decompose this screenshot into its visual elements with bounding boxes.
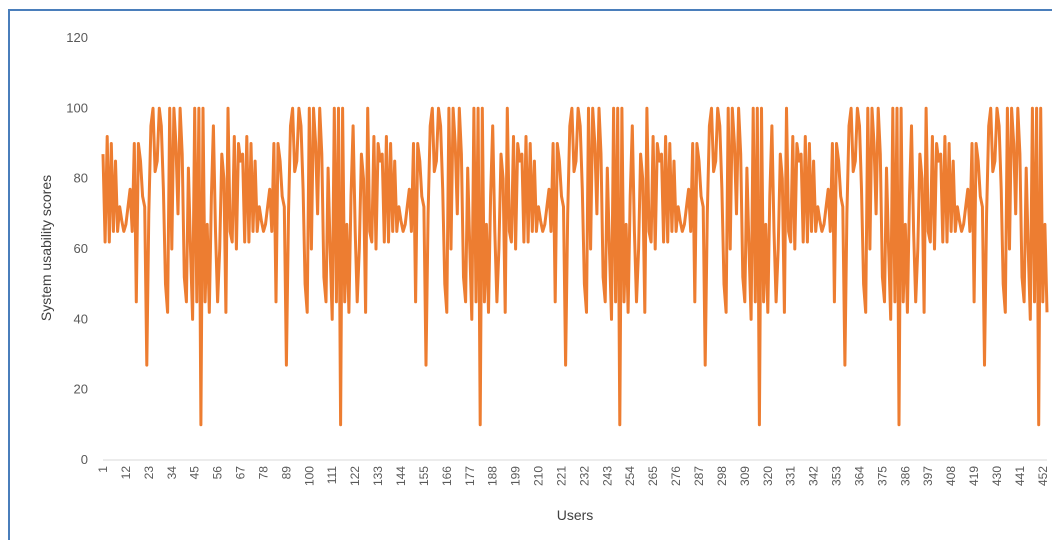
x-tick-label: 155 <box>417 466 431 486</box>
x-tick-label: 331 <box>784 466 798 486</box>
x-tick-label: 210 <box>532 466 546 486</box>
x-tick-label: 254 <box>623 466 637 486</box>
x-tick-label: 353 <box>830 466 844 486</box>
x-tick-label: 243 <box>600 466 614 486</box>
x-tick-label: 375 <box>875 466 889 486</box>
x-tick-label: 309 <box>738 466 752 486</box>
y-tick-label: 120 <box>66 30 88 45</box>
x-tick-label: 100 <box>302 466 316 486</box>
x-tick-label: 1 <box>96 466 110 473</box>
x-tick-label: 166 <box>440 466 454 486</box>
x-tick-label: 276 <box>669 466 683 486</box>
x-tick-label: 441 <box>1013 466 1027 486</box>
x-tick-label: 188 <box>486 466 500 486</box>
y-tick-label: 100 <box>66 100 88 115</box>
x-tick-label: 78 <box>256 466 270 480</box>
x-tick-label: 364 <box>852 466 866 486</box>
x-tick-label: 386 <box>898 466 912 486</box>
x-tick-label: 397 <box>921 466 935 486</box>
y-tick-label: 20 <box>74 382 88 397</box>
x-tick-label: 199 <box>509 466 523 486</box>
x-tick-label: 34 <box>165 466 179 480</box>
x-tick-label: 67 <box>234 466 248 480</box>
series-line <box>101 106 1049 427</box>
x-tick-label: 89 <box>279 466 293 480</box>
x-tick-label: 221 <box>554 466 568 486</box>
x-tick-label: 177 <box>463 466 477 486</box>
x-tick-label: 408 <box>944 466 958 486</box>
y-tick-label: 80 <box>74 171 88 186</box>
x-tick-label: 232 <box>577 466 591 486</box>
x-tick-label: 45 <box>188 466 202 480</box>
x-tick-label: 56 <box>211 466 225 480</box>
x-tick-label: 419 <box>967 466 981 486</box>
x-tick-label: 144 <box>394 466 408 486</box>
x-axis-ticks: 1 12 23 34 45 56 67 78 89 100 111 122 133 144 155 166 17… <box>96 466 1050 486</box>
x-tick-label: 12 <box>119 466 133 480</box>
x-tick-label: 287 <box>692 466 706 486</box>
x-axis-title: Users <box>557 507 594 523</box>
x-tick-label: 430 <box>990 466 1004 486</box>
chart-frame <box>8 9 1052 540</box>
x-tick-label: 133 <box>371 466 385 486</box>
y-axis-ticks: 0 20 40 60 80 100 120 <box>66 30 88 467</box>
x-tick-label: 342 <box>807 466 821 486</box>
y-tick-label: 0 <box>81 452 88 467</box>
x-tick-label: 122 <box>348 466 362 486</box>
x-tick-label: 111 <box>325 466 339 485</box>
y-tick-label: 60 <box>74 241 88 256</box>
y-tick-label: 40 <box>74 311 88 326</box>
y-axis-title: System usability scores <box>38 175 54 321</box>
x-tick-label: 265 <box>646 466 660 486</box>
x-tick-label: 23 <box>142 466 156 480</box>
x-tick-label: 320 <box>761 466 775 486</box>
x-tick-label: 298 <box>715 466 729 486</box>
x-tick-label: 452 <box>1036 466 1050 486</box>
